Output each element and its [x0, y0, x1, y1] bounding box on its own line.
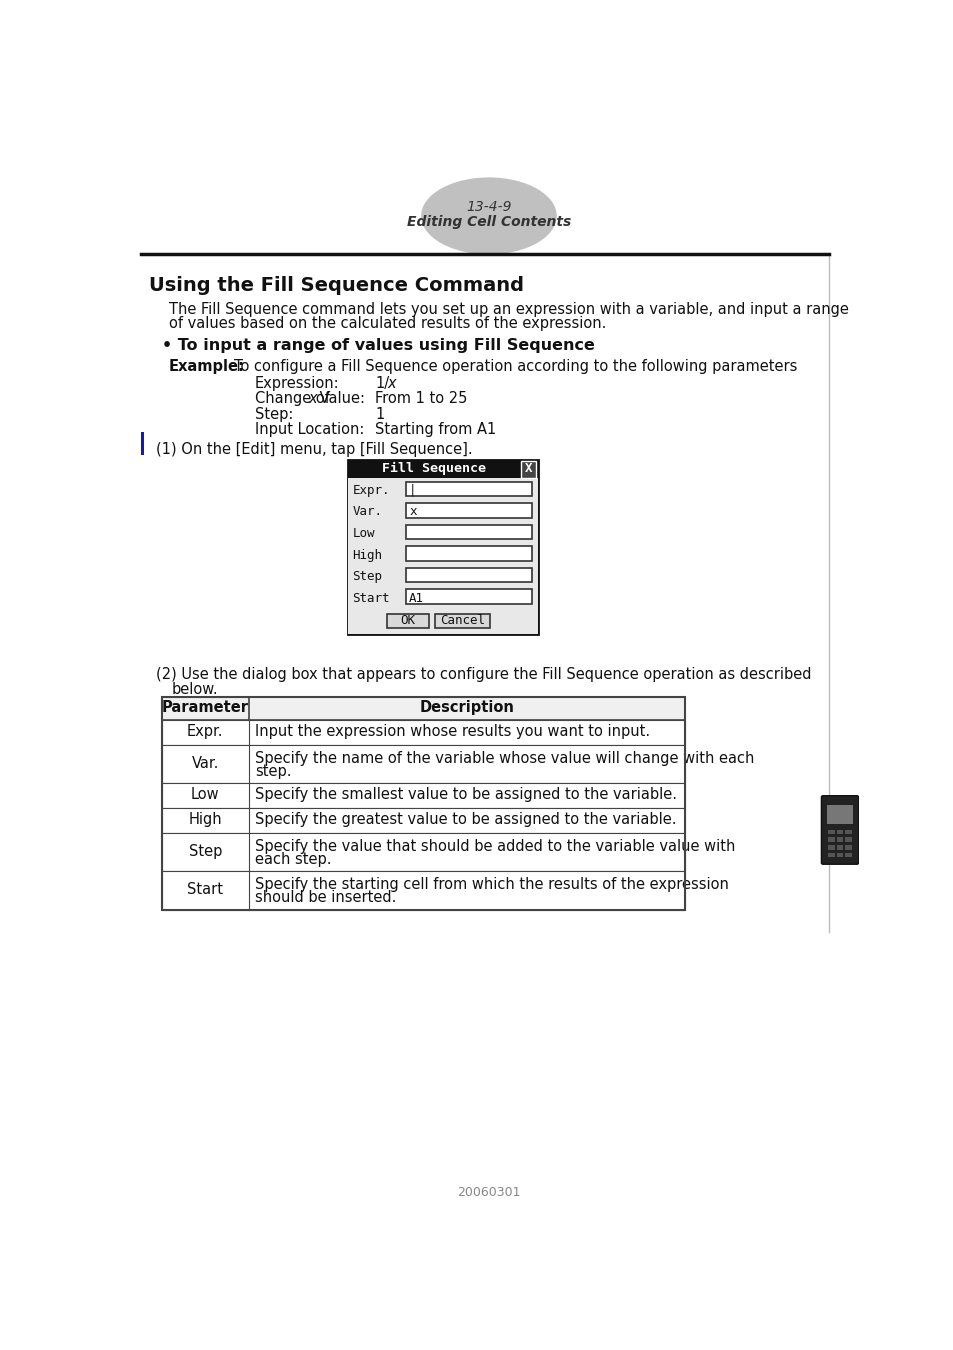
Bar [844, 837, 851, 842]
Bar [141, 432, 144, 455]
Text: High: High [353, 548, 382, 562]
Bar [406, 568, 531, 582]
Bar [844, 845, 851, 849]
Bar [406, 547, 531, 560]
Text: Low: Low [353, 526, 375, 540]
Bar [406, 504, 531, 518]
Text: Low: Low [191, 787, 219, 802]
Bar [827, 837, 834, 842]
Bar [827, 853, 834, 857]
Text: Step: Step [353, 570, 382, 583]
Text: Expression:: Expression: [254, 377, 339, 392]
Text: Parameter: Parameter [162, 701, 249, 716]
Text: Description: Description [419, 701, 514, 716]
Text: Specify the smallest value to be assigned to the variable.: Specify the smallest value to be assigne… [254, 787, 677, 802]
Bar [162, 809, 684, 833]
Text: Step: Step [189, 844, 222, 859]
Bar [162, 697, 684, 721]
Text: X: X [524, 462, 532, 475]
Bar [826, 805, 852, 825]
Text: Var.: Var. [353, 505, 382, 518]
Bar [348, 460, 537, 634]
Text: x: x [387, 377, 395, 392]
Bar [435, 614, 489, 628]
Text: (2) Use the dialog box that appears to configure the Fill Sequence operation as : (2) Use the dialog box that appears to c… [156, 667, 811, 682]
Bar [520, 460, 536, 478]
Text: Var.: Var. [192, 756, 219, 771]
Text: To configure a Fill Sequence operation according to the following parameters: To configure a Fill Sequence operation a… [233, 359, 797, 374]
Text: The Fill Sequence command lets you set up an expression with a variable, and inp: The Fill Sequence command lets you set u… [169, 302, 848, 317]
Text: Input Location:: Input Location: [254, 423, 364, 437]
Text: A1: A1 [409, 591, 424, 605]
Bar [836, 830, 842, 834]
Text: (1) On the [Edit] menu, tap [Fill Sequence].: (1) On the [Edit] menu, tap [Fill Sequen… [156, 443, 473, 458]
Text: Editing Cell Contents: Editing Cell Contents [406, 215, 571, 230]
Text: • To input a range of values using Fill Sequence: • To input a range of values using Fill … [162, 338, 594, 352]
Text: Specify the name of the variable whose value will change with each: Specify the name of the variable whose v… [254, 751, 754, 765]
Text: From 1 to 25: From 1 to 25 [375, 392, 467, 406]
Text: 1/: 1/ [375, 377, 389, 392]
Text: Expr.: Expr. [187, 725, 223, 740]
Bar [406, 590, 531, 603]
Bar [162, 783, 684, 809]
Text: 13-4-9: 13-4-9 [466, 200, 511, 213]
Text: 20060301: 20060301 [456, 1187, 520, 1199]
Text: Specify the value that should be added to the variable value with: Specify the value that should be added t… [254, 838, 735, 853]
Text: Using the Fill Sequence Command: Using the Fill Sequence Command [149, 275, 523, 294]
Bar [844, 853, 851, 857]
Text: below.: below. [171, 682, 217, 697]
Text: Specify the greatest value to be assigned to the variable.: Specify the greatest value to be assigne… [254, 813, 676, 828]
Bar [162, 833, 684, 871]
Bar [406, 525, 531, 539]
Text: Start: Start [187, 882, 223, 898]
Text: Start: Start [353, 591, 390, 605]
Text: Input the expression whose results you want to input.: Input the expression whose results you w… [254, 725, 649, 740]
Bar [162, 745, 684, 783]
Text: Cancel: Cancel [439, 614, 484, 626]
Bar [827, 830, 834, 834]
Text: Fill Sequence: Fill Sequence [381, 462, 485, 475]
Bar [162, 871, 684, 910]
Text: |: | [409, 483, 416, 497]
Text: Value:: Value: [315, 392, 365, 406]
Text: Change of: Change of [254, 392, 334, 406]
Text: of values based on the calculated results of the expression.: of values based on the calculated result… [169, 316, 605, 331]
Text: 1: 1 [375, 406, 384, 421]
Bar [836, 837, 842, 842]
Bar [827, 845, 834, 849]
Text: High: High [189, 813, 222, 828]
Bar [162, 697, 684, 910]
Bar [844, 830, 851, 834]
Text: Starting from A1: Starting from A1 [375, 423, 496, 437]
Text: OK: OK [400, 614, 415, 626]
FancyBboxPatch shape [821, 795, 858, 864]
Text: Example:: Example: [169, 359, 245, 374]
Bar [836, 845, 842, 849]
Text: Step:: Step: [254, 406, 293, 421]
Bar [386, 614, 429, 628]
Ellipse shape [420, 177, 557, 254]
Text: step.: step. [254, 764, 291, 779]
Text: x: x [308, 392, 316, 406]
Text: Expr.: Expr. [353, 483, 390, 497]
Text: Specify the starting cell from which the results of the expression: Specify the starting cell from which the… [254, 878, 728, 892]
Text: should be inserted.: should be inserted. [254, 891, 395, 906]
Bar [836, 853, 842, 857]
Bar [348, 478, 537, 634]
Text: x: x [409, 505, 416, 518]
Bar [162, 721, 684, 745]
Bar [348, 460, 537, 478]
Text: each step.: each step. [254, 852, 331, 867]
Bar [406, 482, 531, 497]
